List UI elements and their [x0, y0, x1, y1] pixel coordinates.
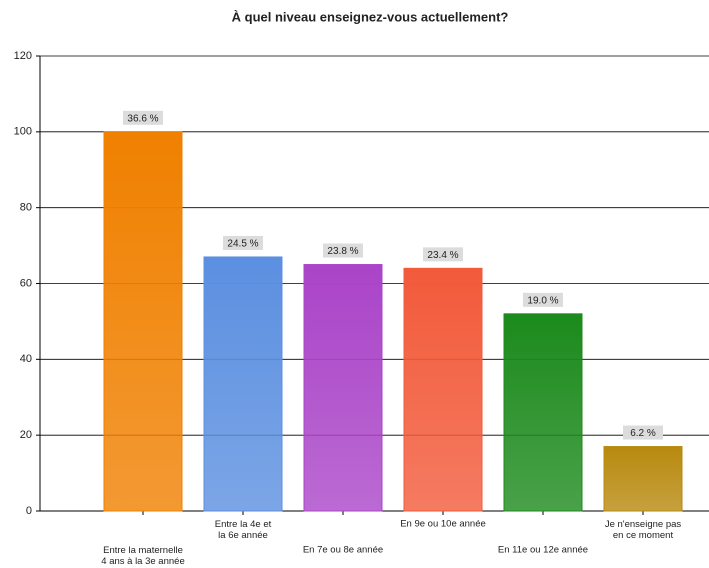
data-label-box: [523, 292, 563, 307]
data-label-box: [123, 110, 163, 125]
x-tick-label: En 7e ou 8e année: [303, 545, 383, 556]
y-tick-label: 120: [14, 50, 32, 62]
data-label-box: [223, 235, 263, 250]
data-label-box: [323, 243, 363, 258]
data-label: 24.5 %: [227, 239, 258, 250]
x-tick-label: Entre la maternelle 4 ans à la 3e année: [101, 545, 184, 567]
data-label: 23.8 %: [327, 246, 358, 257]
bar: [203, 256, 283, 512]
bar: [303, 264, 383, 512]
data-label: 36.6 %: [127, 113, 158, 124]
data-label: 6.2 %: [630, 428, 656, 439]
chart-title: À quel niveau enseignez-vous actuellemen…: [232, 9, 509, 24]
x-tick-label: En 9e ou 10e année: [400, 519, 486, 530]
y-tick-label: 20: [20, 429, 32, 441]
y-tick-label: 40: [20, 353, 32, 365]
data-label-box: [423, 247, 463, 262]
x-tick-label: Entre la 4e et la 6e année: [215, 519, 272, 541]
data-label-box: [623, 425, 663, 440]
bar: [603, 446, 683, 512]
data-label: 19.0 %: [527, 295, 558, 306]
y-tick-label: 0: [26, 505, 32, 517]
bar: [403, 267, 483, 512]
x-tick-label: Je n'enseigne pas en ce moment: [605, 519, 682, 541]
y-tick-label: 60: [20, 277, 32, 289]
x-tick-label: En 11e ou 12e année: [498, 545, 588, 556]
y-tick-label: 100: [14, 126, 32, 138]
data-label: 23.4 %: [427, 250, 458, 261]
bar: [503, 313, 583, 512]
y-tick-label: 80: [20, 202, 32, 214]
bar: [103, 131, 183, 512]
